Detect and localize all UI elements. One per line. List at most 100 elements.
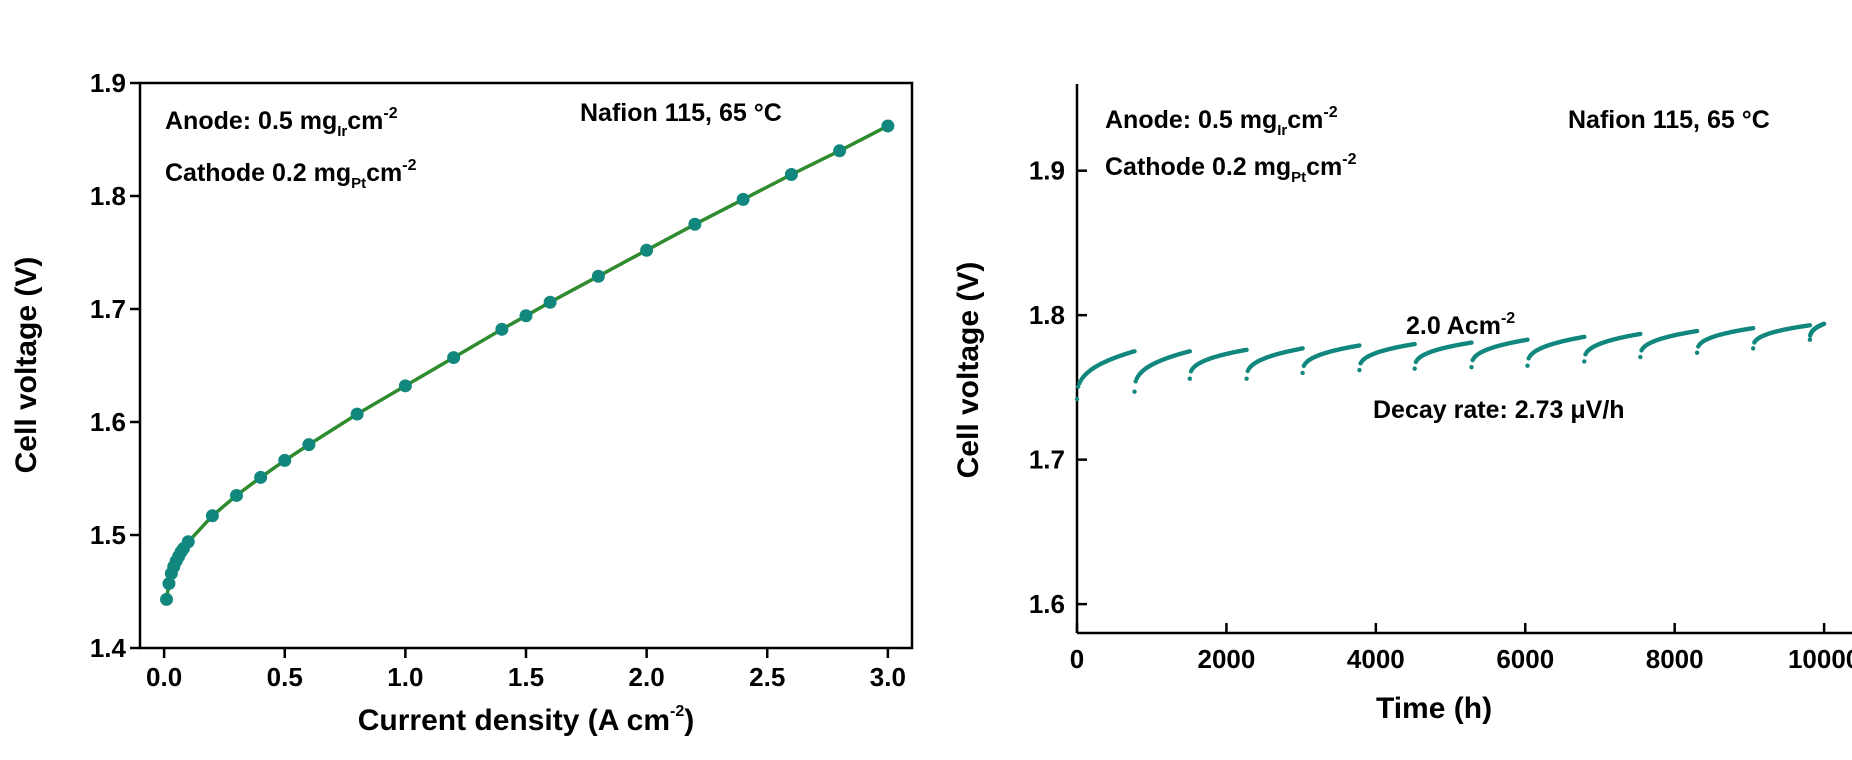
decay-annotation: Decay rate: 2.73 μV/h xyxy=(1373,396,1625,424)
data-point xyxy=(1300,346,1305,351)
x-tick-label: 2.0 xyxy=(629,662,665,692)
voltage-segment xyxy=(1750,323,1813,351)
y-tick-label: 1.7 xyxy=(90,294,126,324)
x-axis-label-end: ) xyxy=(684,704,694,737)
data-point xyxy=(205,509,219,523)
y-tick-label: 1.6 xyxy=(1029,589,1065,619)
data-point xyxy=(1187,349,1193,354)
data-point xyxy=(1582,334,1587,340)
data-point xyxy=(1694,350,1700,355)
data-point xyxy=(1244,347,1249,353)
plot-area xyxy=(160,119,895,606)
data-point xyxy=(1074,396,1080,402)
y-tick-label: 1.8 xyxy=(1029,300,1065,330)
voltage-segment xyxy=(1469,337,1530,370)
data-point xyxy=(1582,359,1587,364)
data-point xyxy=(591,269,605,283)
x-tick-label: 4000 xyxy=(1347,644,1405,674)
data-point xyxy=(254,470,268,484)
data-point xyxy=(784,168,798,182)
polarization-chart: 1.4 1.5 1.6 1.7 1.8 1.9 0.0 0.5 1.0 1.5 2.0 2.5 3.0… xyxy=(10,68,914,737)
x-axis: 0 2000 4000 6000 8000 10000 xyxy=(1070,623,1852,674)
data-point xyxy=(1412,366,1417,371)
membrane-annotation: Nafion 115, 65 °C xyxy=(580,99,782,127)
plot-area xyxy=(1074,321,1827,402)
data-point xyxy=(1750,346,1756,351)
voltage-segment xyxy=(1412,340,1474,371)
y-tick-label: 1.5 xyxy=(90,520,126,550)
voltage-segment xyxy=(1357,341,1417,373)
y-tick-label: 1.7 xyxy=(1029,445,1065,475)
membrane-annotation: Nafion 115, 65 °C xyxy=(1568,106,1770,134)
x-axis: 0.0 0.5 1.0 1.5 2.0 2.5 3.0 xyxy=(146,648,906,692)
x-axis-label-sup: -2 xyxy=(670,703,684,720)
anode-annotation: Anode: 0.5 mgIrcm-2 xyxy=(165,105,398,140)
data-point xyxy=(688,217,702,231)
x-tick-label: 0 xyxy=(1070,644,1084,674)
data-point xyxy=(495,322,509,336)
y-tick-label: 1.8 xyxy=(90,181,126,211)
series-line xyxy=(164,124,889,600)
y-axis-label: Cell voltage (V) xyxy=(10,257,43,474)
data-point xyxy=(1075,384,1081,389)
x-tick-label: 3.0 xyxy=(870,662,906,692)
y-tick-label: 1.9 xyxy=(1029,156,1065,186)
data-point xyxy=(1638,354,1643,360)
voltage-segment xyxy=(1807,321,1827,342)
x-tick-label: 1.0 xyxy=(387,662,423,692)
x-axis-label: Time (h) xyxy=(1376,692,1492,725)
voltage-segment xyxy=(1074,349,1137,402)
cathode-annotation: Cathode 0.2 mgPtcm-2 xyxy=(1105,151,1357,186)
x-tick-label: 0.0 xyxy=(146,662,182,692)
x-tick-label: 6000 xyxy=(1496,644,1554,674)
data-point xyxy=(181,535,195,549)
x-axis-label-main: Current density (A cm xyxy=(358,704,670,737)
data-point xyxy=(736,192,750,206)
voltage-segment xyxy=(1525,334,1587,368)
data-point xyxy=(398,379,412,393)
voltage-segment xyxy=(1638,328,1700,360)
voltage-segment xyxy=(1132,349,1193,394)
y-axis: 1.4 1.5 1.6 1.7 1.8 1.9 xyxy=(90,68,140,663)
voltage-segment xyxy=(1300,343,1362,376)
data-point xyxy=(1821,321,1827,327)
anode-annotation: Anode: 0.5 mgIrcm-2 xyxy=(1105,104,1338,139)
x-tick-label: 0.5 xyxy=(267,662,303,692)
x-axis-label: Current density (A cm-2) xyxy=(358,703,695,737)
x-tick-label: 8000 xyxy=(1646,644,1704,674)
voltage-segment xyxy=(1582,331,1643,364)
y-tick-label: 1.4 xyxy=(90,633,127,663)
data-point xyxy=(1807,337,1813,342)
data-point xyxy=(519,309,533,323)
cathode-annotation: Cathode 0.2 mgPtcm-2 xyxy=(165,157,417,192)
data-point xyxy=(230,488,243,502)
data-point xyxy=(1750,325,1756,331)
x-tick-label: 2000 xyxy=(1198,644,1256,674)
data-point xyxy=(881,119,895,133)
voltage-segment xyxy=(1244,346,1305,381)
y-axis-label: Cell voltage (V) xyxy=(952,262,985,479)
x-tick-label: 1.5 xyxy=(508,662,544,692)
data-point xyxy=(1187,376,1193,381)
data-point xyxy=(1132,349,1137,354)
data-point xyxy=(543,295,557,309)
x-tick-label: 2.5 xyxy=(749,662,785,692)
current-annotation: 2.0 Acm-2 xyxy=(1406,310,1515,340)
data-point xyxy=(1525,363,1530,368)
y-axis: 1.6 1.7 1.8 1.9 xyxy=(1029,156,1087,619)
data-point xyxy=(1525,337,1530,342)
voltage-segment xyxy=(1187,347,1249,381)
data-point xyxy=(278,453,292,467)
data-point xyxy=(350,407,364,421)
y-tick-label: 1.9 xyxy=(90,68,126,98)
y-tick-label: 1.6 xyxy=(90,407,126,437)
data-point xyxy=(1638,331,1643,337)
data-point xyxy=(1469,340,1474,345)
data-point xyxy=(1132,389,1137,394)
data-point xyxy=(302,438,316,452)
data-point xyxy=(1469,364,1474,370)
data-point xyxy=(640,243,654,257)
data-point xyxy=(1244,376,1249,381)
durability-chart: 1.6 1.7 1.8 1.9 0 2000 4000 6000 8000 10000 Cell… xyxy=(952,84,1852,725)
